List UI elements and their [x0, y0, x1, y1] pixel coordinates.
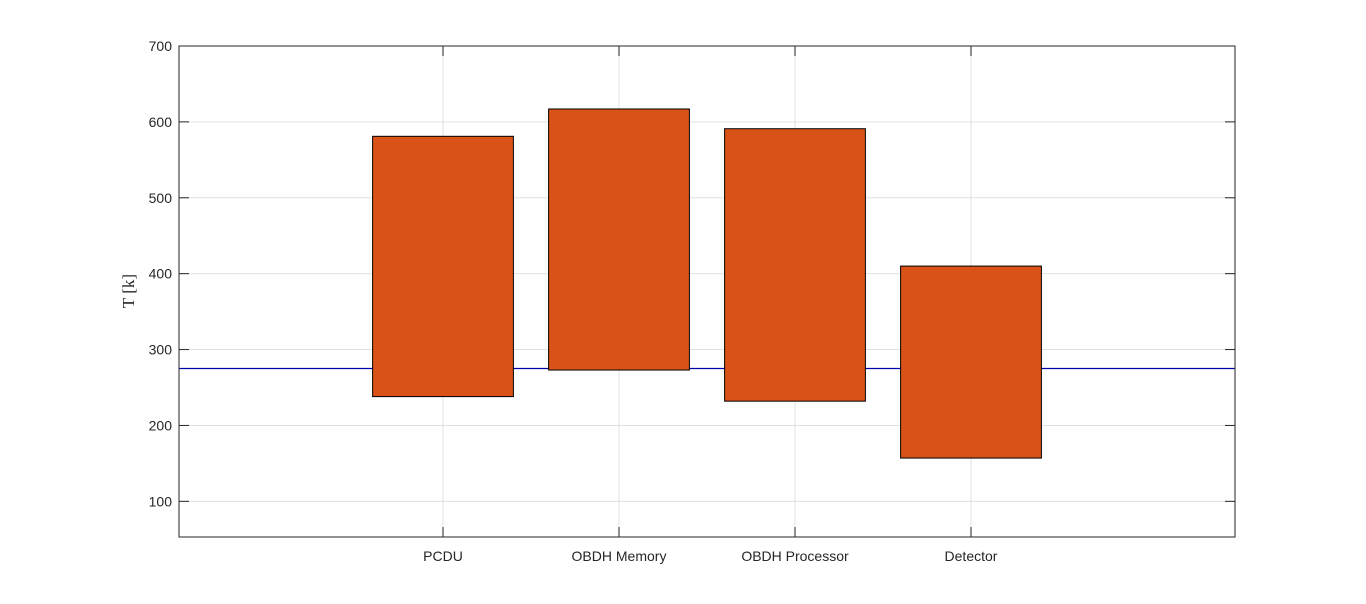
x-tick-label: OBDH Processor — [741, 548, 849, 564]
bar — [372, 135, 514, 398]
bar — [548, 108, 690, 371]
y-axis-label: T [k] — [119, 274, 138, 308]
x-tick-label: OBDH Memory — [572, 548, 667, 564]
y-tick-label: 300 — [149, 342, 173, 358]
y-tick-label: 400 — [149, 266, 173, 282]
bar — [900, 265, 1042, 459]
y-tick-label: 600 — [149, 114, 173, 130]
y-tick-label: 700 — [149, 38, 173, 54]
y-tick-label: 200 — [149, 417, 173, 433]
x-tick-label: PCDU — [423, 548, 463, 564]
y-tick-label: 100 — [149, 493, 173, 509]
y-tick-label: 500 — [149, 190, 173, 206]
plot-background — [179, 46, 1235, 537]
ticks-group: 100 200 300 400 500 600 700 PCDU OBDH Memory OBDH… — [149, 38, 1235, 564]
plot-frame — [178, 45, 1236, 538]
bars-group — [372, 108, 1042, 459]
x-tick-label: Detector — [945, 548, 998, 564]
bar — [724, 128, 866, 402]
